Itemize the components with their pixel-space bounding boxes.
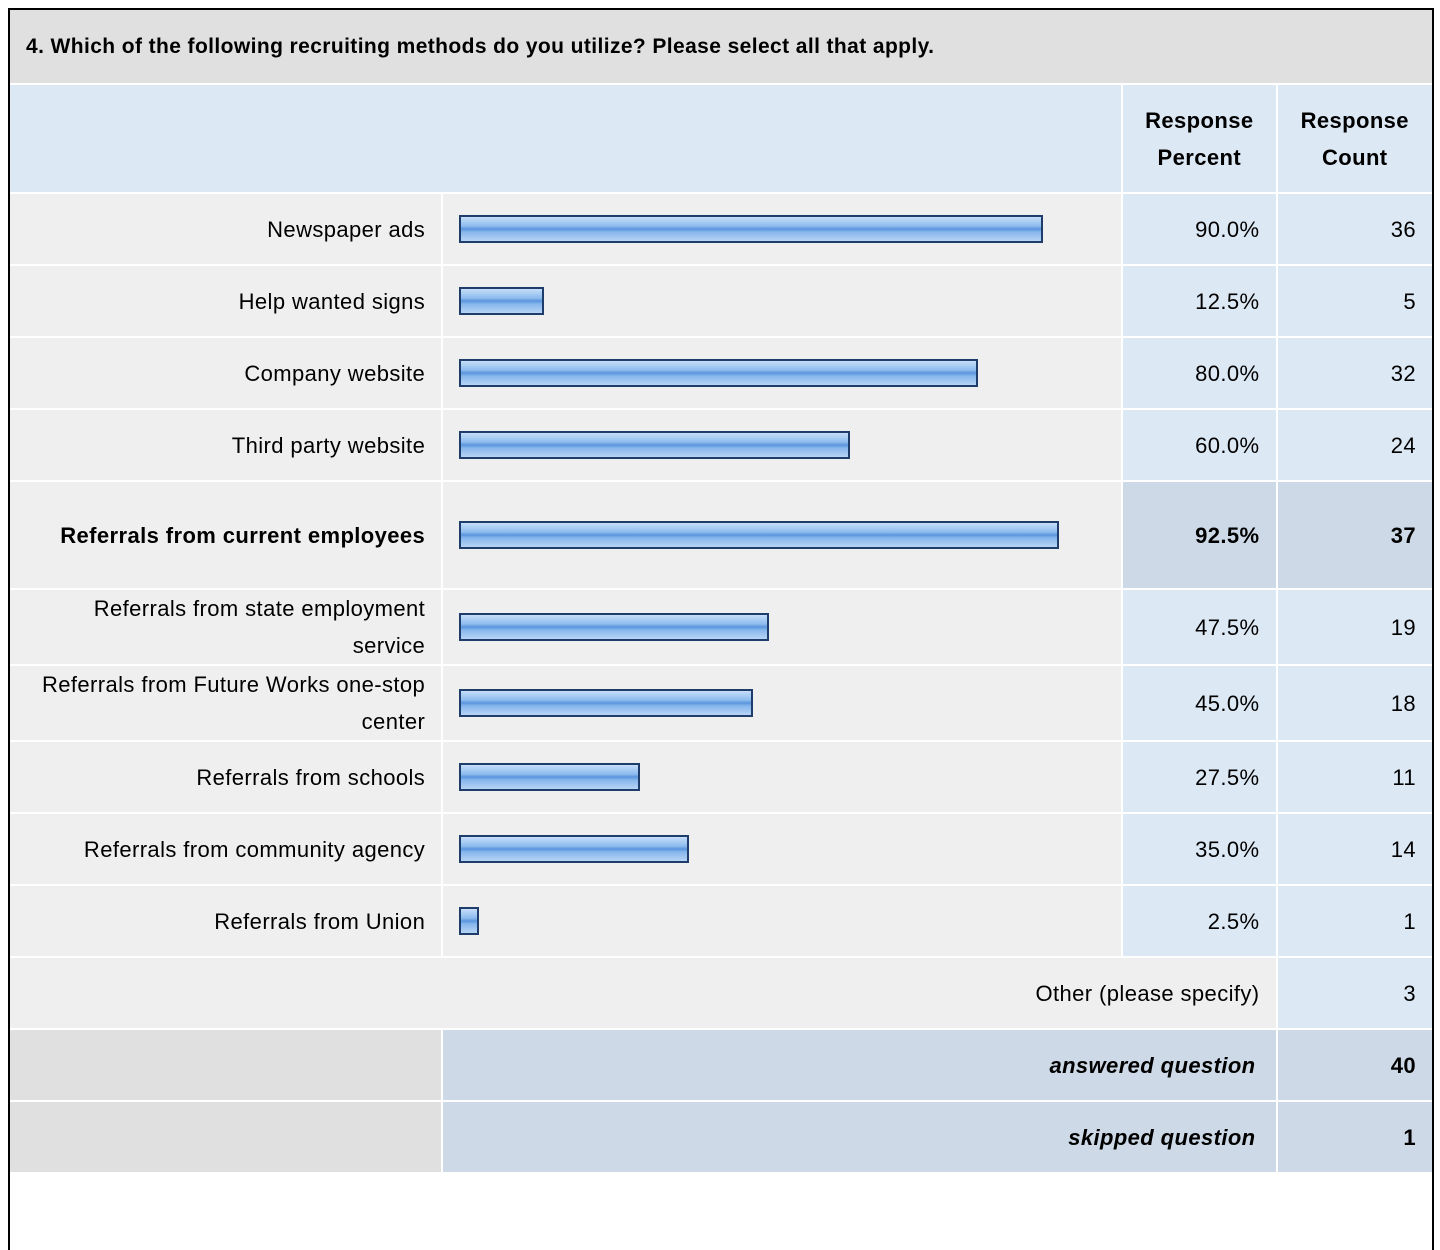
result-row: Help wanted signs 12.5% 5	[10, 266, 1432, 336]
bar-cell	[443, 742, 1122, 812]
response-percent: 60.0%	[1123, 410, 1276, 480]
skipped-row: skipped question 1	[10, 1102, 1432, 1172]
response-percent: 47.5%	[1123, 590, 1276, 664]
bar	[459, 907, 480, 935]
response-percent: 90.0%	[1123, 194, 1276, 264]
result-row: Referrals from Future Works one-stop cen…	[10, 666, 1432, 740]
row-label: Third party website	[10, 410, 442, 480]
result-row: Referrals from schools 27.5% 11	[10, 742, 1432, 812]
row-label: Referrals from state employment service	[10, 590, 442, 664]
header-percent: Response Percent	[1123, 85, 1276, 192]
skipped-count: 1	[1277, 1102, 1432, 1172]
bar-cell	[443, 482, 1122, 588]
answered-label: answered question	[443, 1030, 1276, 1100]
bar	[459, 689, 753, 717]
result-row: Company website 80.0% 32	[10, 338, 1432, 408]
response-percent: 2.5%	[1123, 886, 1276, 956]
row-label: Referrals from current employees	[10, 482, 442, 588]
response-percent: 12.5%	[1123, 266, 1276, 336]
bar-cell	[443, 266, 1122, 336]
row-label: Referrals from Future Works one-stop cen…	[10, 666, 442, 740]
response-count: 5	[1277, 266, 1432, 336]
other-label: Other (please specify)	[10, 958, 1276, 1028]
response-count: 36	[1277, 194, 1432, 264]
bar	[459, 359, 979, 387]
bar	[459, 613, 770, 641]
results-table: 4. Which of the following recruiting met…	[8, 8, 1434, 1174]
other-row: Other (please specify) 3	[10, 958, 1432, 1028]
header-blank	[10, 85, 1122, 192]
bar	[459, 835, 689, 863]
response-count: 14	[1277, 814, 1432, 884]
response-percent: 80.0%	[1123, 338, 1276, 408]
response-percent: 27.5%	[1123, 742, 1276, 812]
answered-count: 40	[1277, 1030, 1432, 1100]
bar-cell	[443, 666, 1122, 740]
response-count: 11	[1277, 742, 1432, 812]
row-label: Referrals from schools	[10, 742, 442, 812]
response-count: 18	[1277, 666, 1432, 740]
other-count: 3	[1277, 958, 1432, 1028]
answered-row: answered question 40	[10, 1030, 1432, 1100]
skipped-label: skipped question	[443, 1102, 1276, 1172]
response-percent: 92.5%	[1123, 482, 1276, 588]
bar-cell	[443, 410, 1122, 480]
result-row: Third party website 60.0% 24	[10, 410, 1432, 480]
bar-cell	[443, 886, 1122, 956]
response-percent: 45.0%	[1123, 666, 1276, 740]
bar-cell	[443, 194, 1122, 264]
result-row: Newspaper ads 90.0% 36	[10, 194, 1432, 264]
summary-blank	[10, 1102, 442, 1172]
result-row: Referrals from state employment service 4…	[10, 590, 1432, 664]
bar	[459, 521, 1059, 549]
results-panel: 4. Which of the following recruiting met…	[8, 8, 1434, 1250]
bar	[459, 431, 850, 459]
response-count: 1	[1277, 886, 1432, 956]
row-label: Newspaper ads	[10, 194, 442, 264]
bar-cell	[443, 590, 1122, 664]
response-count: 19	[1277, 590, 1432, 664]
header-count: Response Count	[1277, 85, 1432, 192]
result-row: Referrals from community agency 35.0% 14	[10, 814, 1432, 884]
result-row: Referrals from current employees 92.5% 37	[10, 482, 1432, 588]
summary-blank	[10, 1030, 442, 1100]
response-count: 32	[1277, 338, 1432, 408]
row-label: Referrals from community agency	[10, 814, 442, 884]
response-count: 37	[1277, 482, 1432, 588]
row-label: Referrals from Union	[10, 886, 442, 956]
bar-cell	[443, 338, 1122, 408]
response-count: 24	[1277, 410, 1432, 480]
row-label: Help wanted signs	[10, 266, 442, 336]
bar	[459, 215, 1043, 243]
bar	[459, 287, 544, 315]
row-label: Company website	[10, 338, 442, 408]
result-row: Referrals from Union 2.5% 1	[10, 886, 1432, 956]
bar	[459, 763, 641, 791]
response-percent: 35.0%	[1123, 814, 1276, 884]
question-title: 4. Which of the following recruiting met…	[10, 10, 1432, 83]
bar-cell	[443, 814, 1122, 884]
